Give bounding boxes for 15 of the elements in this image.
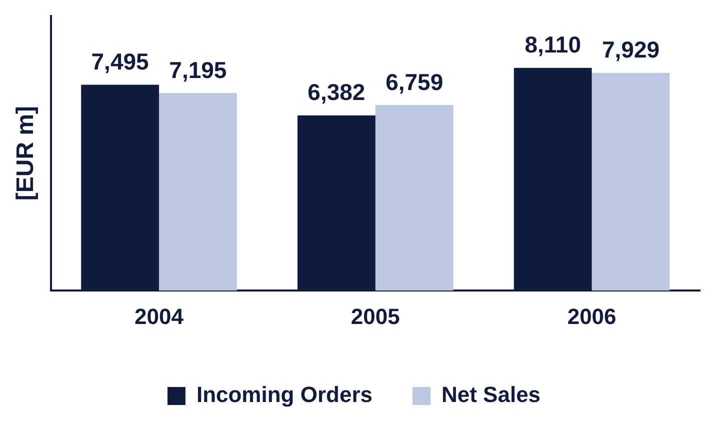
bar (159, 93, 237, 291)
data-label: 7,195 (169, 56, 227, 83)
x-tick-label: 2006 (567, 304, 616, 329)
bar (592, 72, 670, 291)
data-label: 6,382 (308, 79, 366, 106)
data-label: 6,759 (386, 68, 444, 95)
data-label: 8,110 (524, 32, 581, 58)
y-axis-title: [EUR m] (12, 106, 40, 201)
legend-label: Incoming Orders (196, 382, 373, 408)
legend-label: Net Sales (441, 382, 541, 408)
data-label: 7,495 (91, 48, 150, 75)
x-tick-label: 2004 (134, 304, 184, 329)
x-tick-label: 2005 (350, 304, 400, 329)
bar (375, 105, 454, 291)
data-label: 7,929 (602, 36, 660, 63)
